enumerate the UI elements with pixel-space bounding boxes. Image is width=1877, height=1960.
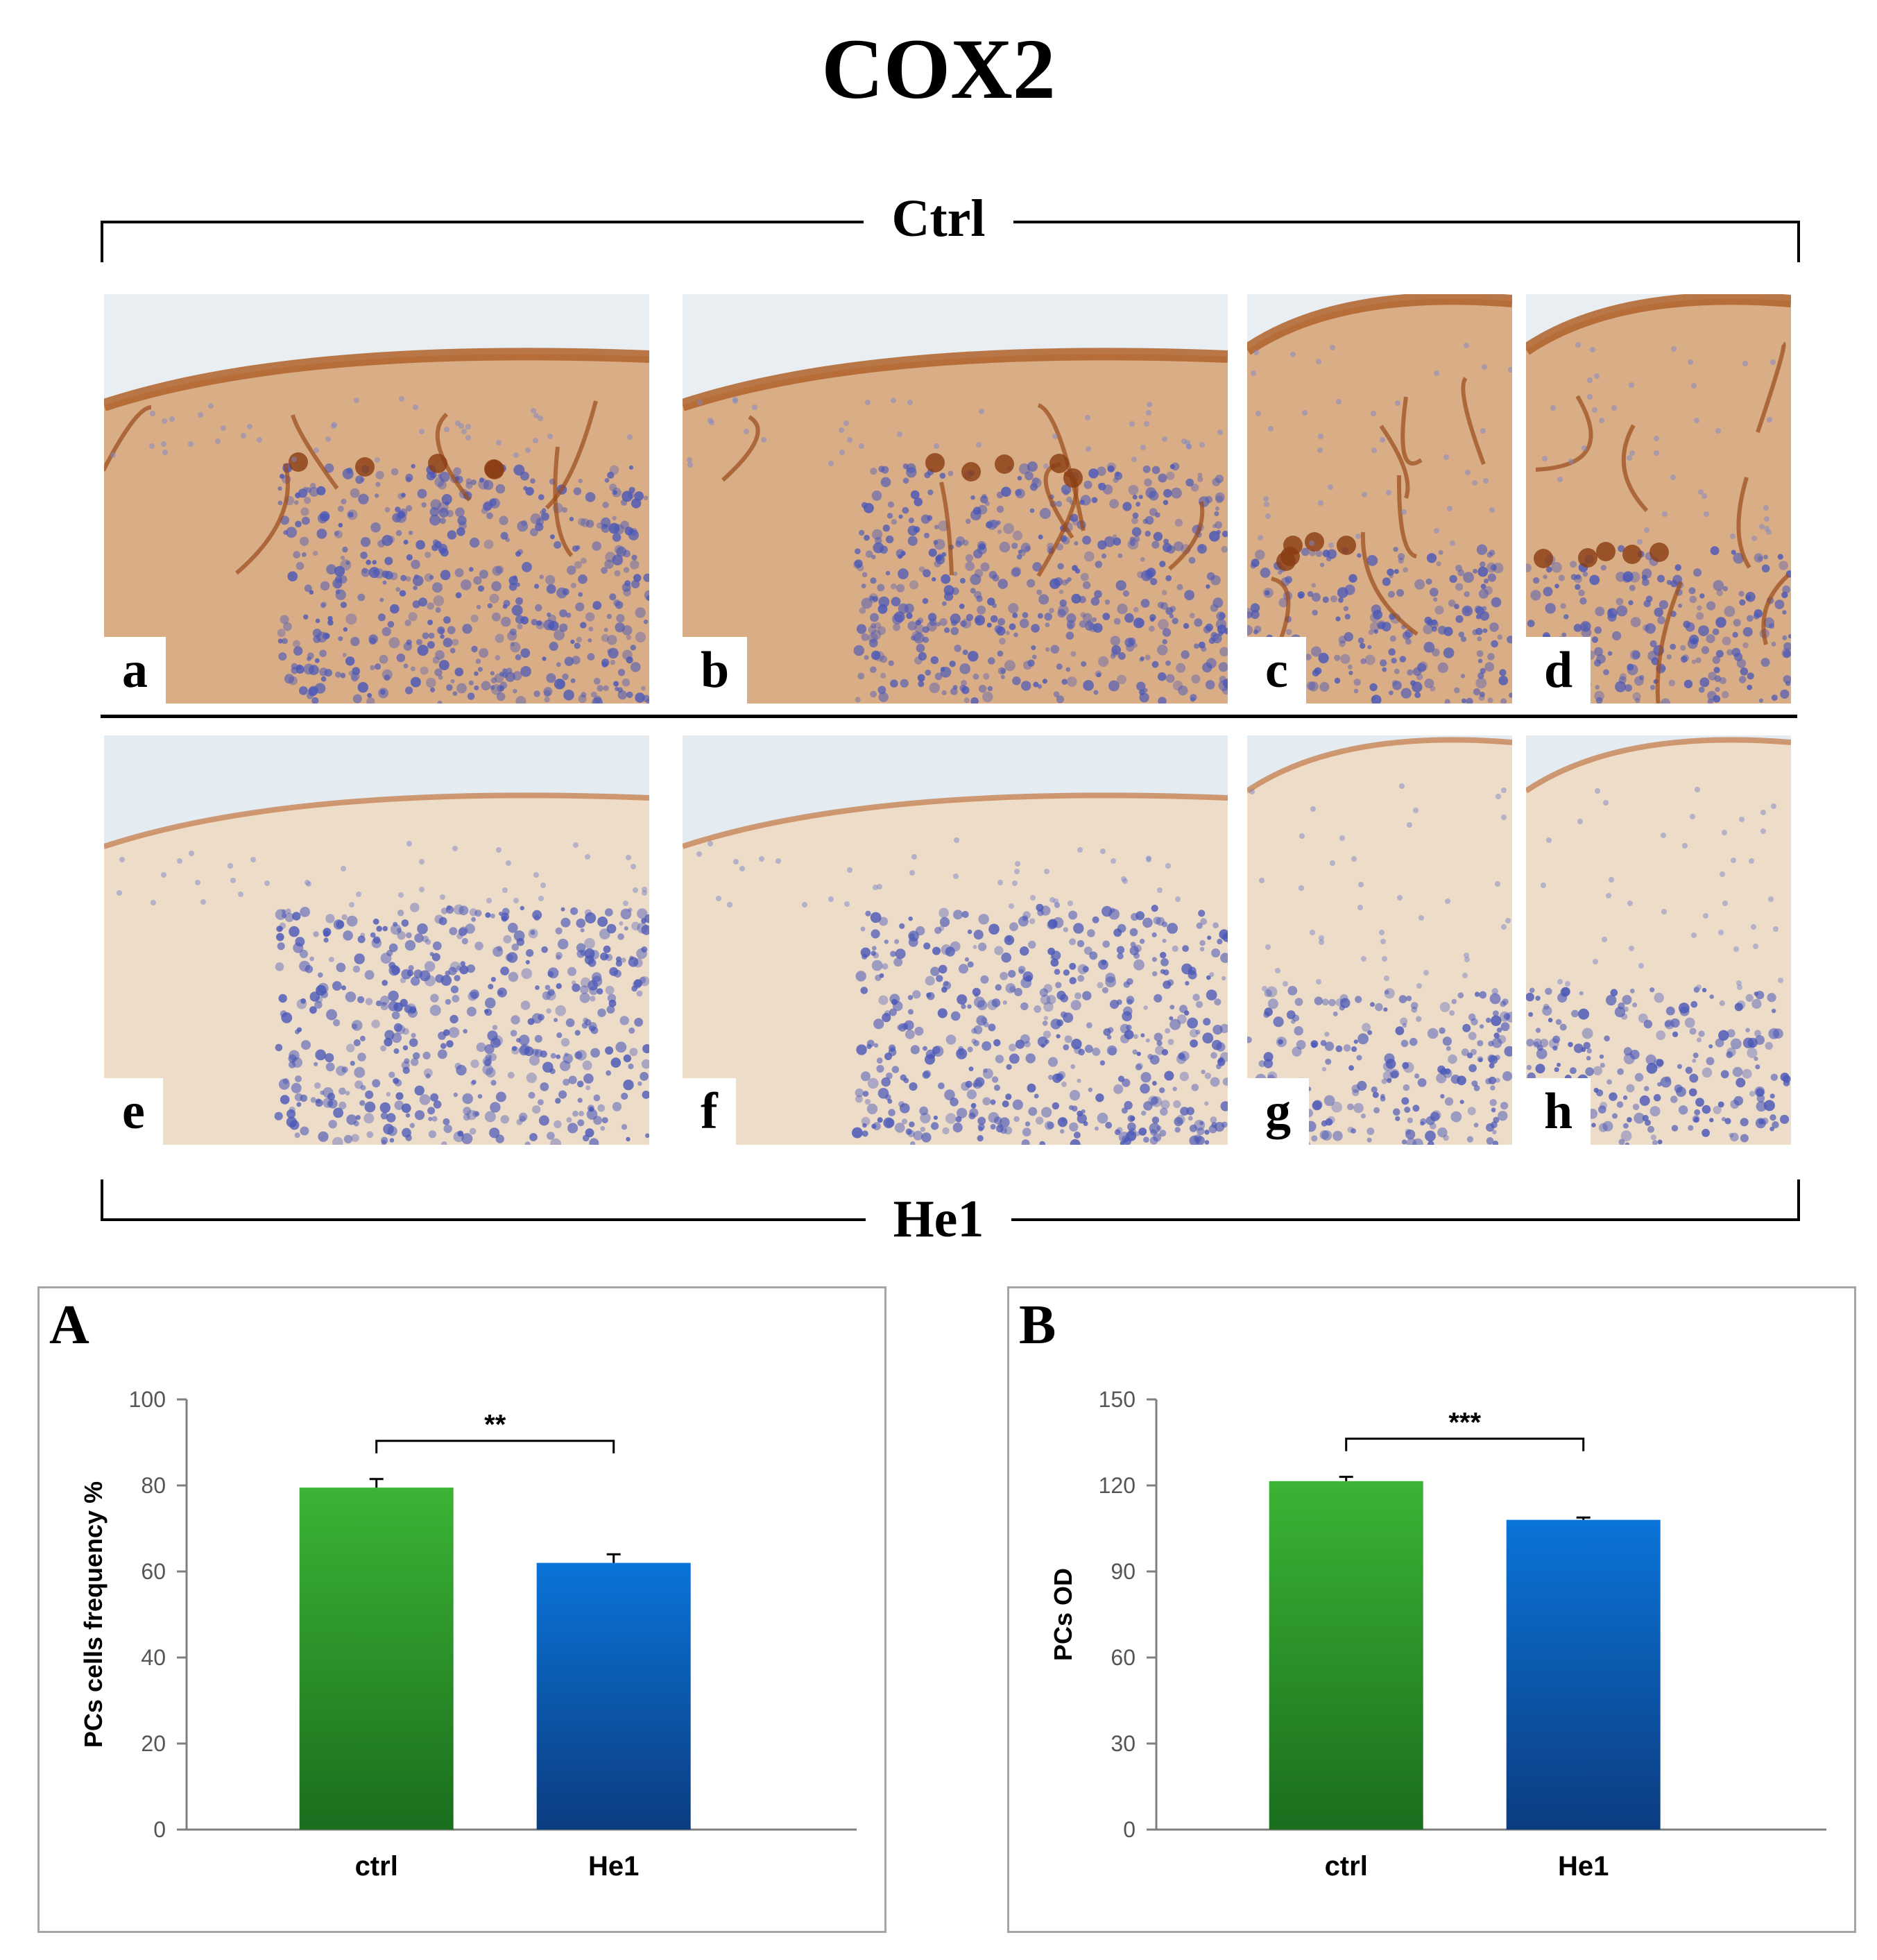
chart-a-significance-bracket [375, 1440, 615, 1454]
micrograph-f-label: f [683, 1078, 736, 1145]
micrograph-a: a [104, 294, 649, 704]
chart-a: 0 20 40 60 80 100 PCs cells frequency % ctrl He1… [79, 1387, 857, 1882]
row-divider [101, 715, 1797, 718]
ctrl-group-label: Ctrl [864, 189, 1013, 248]
micrograph-f-image [683, 735, 1228, 1145]
chart-b-letter: B [1019, 1295, 1056, 1356]
chart-a-letter: A [49, 1295, 89, 1356]
chart-b-y-tick-label: 30 [1111, 1731, 1135, 1756]
micrograph-f: f [683, 735, 1228, 1145]
chart-a-y-tick-label: 100 [129, 1387, 166, 1412]
chart-b-significance-label: *** [1448, 1408, 1481, 1438]
chart-b-y-tick-label: 60 [1111, 1645, 1135, 1670]
chart-b: 0 30 60 90 120 150 PCs OD ctrl He1 *** [1049, 1387, 1826, 1882]
figure-title: COX2 [821, 22, 1056, 117]
chart-a-x-tick-label: ctrl [355, 1851, 398, 1882]
chart-b-panel: B 0 30 60 90 120 150 PCs OD ctrl He1 *** [1007, 1286, 1856, 1933]
micrograph-a-image [104, 294, 649, 704]
micrograph-b-label: b [683, 637, 748, 704]
chart-a-bar-ctrl [299, 1488, 454, 1830]
micrograph-h: h [1526, 735, 1791, 1145]
micrograph-e-image [104, 735, 649, 1145]
chart-b-y-tick-label: 120 [1099, 1473, 1135, 1498]
chart-b-y-tick-label: 150 [1099, 1387, 1135, 1412]
micrograph-e-label: e [104, 1078, 163, 1145]
micrograph-d: d [1526, 294, 1791, 704]
he1-group-label: He1 [865, 1190, 1012, 1248]
chart-a-y-tick-label: 40 [141, 1645, 166, 1670]
chart-a-y-axis-label: PCs cells frequency % [79, 1481, 108, 1748]
micrograph-h-label: h [1526, 1078, 1591, 1145]
chart-b-y-tick-label: 0 [1123, 1817, 1135, 1842]
micrograph-a-label: a [104, 637, 166, 704]
micrograph-b-image [683, 294, 1228, 704]
chart-b-x-tick-label: ctrl [1325, 1851, 1368, 1882]
chart-b-y-axis-label: PCs OD [1049, 1568, 1077, 1661]
micrograph-g-image [1247, 735, 1512, 1145]
micrograph-c: c [1247, 294, 1512, 704]
chart-a-y-tick-label: 0 [153, 1817, 166, 1842]
chart-a-bar-he1 [536, 1562, 691, 1830]
chart-b-significance-bracket [1345, 1438, 1585, 1451]
micrograph-e: e [104, 735, 649, 1145]
chart-a-y-tick-label: 60 [141, 1559, 166, 1584]
micrograph-g-label: g [1247, 1078, 1309, 1145]
micrograph-g: g [1247, 735, 1512, 1145]
chart-a-x-tick-label: He1 [588, 1851, 639, 1882]
micrograph-d-image [1526, 294, 1791, 704]
micrograph-c-image [1247, 294, 1512, 704]
chart-a-significance-label: ** [484, 1410, 506, 1440]
chart-a-panel: A 0 20 40 60 80 100 PCs cells frequency % ctrl H… [37, 1286, 886, 1933]
chart-b-bar-ctrl [1269, 1481, 1423, 1830]
chart-b-x-tick-label: He1 [1558, 1851, 1609, 1882]
micrograph-b: b [683, 294, 1228, 704]
micrograph-d-label: d [1526, 637, 1591, 704]
chart-b-bar-he1 [1506, 1519, 1661, 1830]
micrograph-h-image [1526, 735, 1791, 1145]
chart-b-y-tick-label: 90 [1111, 1559, 1135, 1584]
chart-a-y-tick-label: 20 [141, 1731, 166, 1756]
micrograph-c-label: c [1247, 637, 1306, 704]
chart-a-y-tick-label: 80 [141, 1473, 166, 1498]
